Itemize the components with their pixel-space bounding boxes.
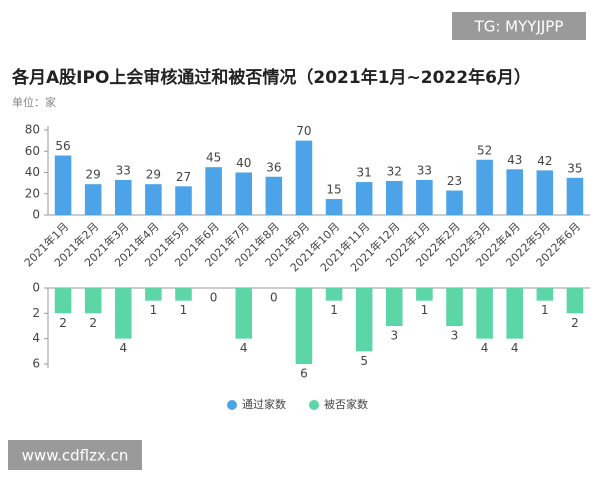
watermark-box [452, 12, 586, 40]
bar [114, 288, 132, 339]
bar [54, 155, 72, 215]
bar [506, 288, 524, 339]
value-label: 35 [567, 161, 582, 175]
bar [355, 288, 373, 352]
value-label: 3 [390, 329, 398, 343]
bar [536, 170, 554, 215]
bar [416, 288, 433, 301]
bar [145, 288, 162, 301]
value-label: 3 [451, 329, 459, 343]
bar [446, 190, 463, 215]
value-label: 1 [330, 303, 338, 317]
y-tick-label: 0 [32, 208, 40, 222]
value-label: 29 [146, 168, 161, 182]
y-tick-label: 80 [25, 123, 40, 137]
bar [325, 199, 343, 215]
bar [295, 140, 313, 215]
y2-tick-label: 4 [32, 331, 40, 345]
y2-tick-label: 6 [32, 357, 40, 371]
bar [145, 184, 162, 215]
value-label: 33 [116, 163, 131, 177]
bar [416, 179, 433, 215]
value-label: 2 [59, 316, 67, 330]
value-label: 1 [421, 303, 429, 317]
value-label: 70 [296, 124, 311, 138]
chart-title: 各月A股IPO上会审核通过和被否情况（2021年1月~2022年6月） [11, 67, 531, 88]
value-label: 42 [537, 154, 552, 168]
bar [506, 169, 524, 215]
value-label: 0 [210, 291, 218, 305]
value-label: 52 [477, 143, 492, 157]
bar [235, 288, 253, 339]
bar [84, 184, 102, 215]
value-label: 4 [481, 341, 489, 355]
value-label: 27 [176, 170, 191, 184]
y-tick-label: 20 [25, 186, 40, 200]
bar [175, 288, 192, 301]
bar [295, 288, 313, 364]
value-label: 29 [86, 168, 101, 182]
bar [175, 186, 192, 215]
bar [476, 159, 493, 215]
y-tick-label: 40 [25, 165, 40, 179]
bar [385, 181, 403, 215]
y2-tick-label: 2 [32, 306, 40, 320]
bar [566, 177, 584, 215]
legend-label: 通过家数 [242, 397, 286, 411]
value-label: 36 [266, 160, 281, 174]
bar [235, 172, 253, 215]
value-label: 2 [571, 316, 579, 330]
value-label: 31 [357, 166, 372, 180]
bar [566, 288, 584, 314]
value-label: 1 [180, 303, 188, 317]
value-label: 15 [326, 183, 341, 197]
value-label: 4 [119, 341, 127, 355]
bar [536, 288, 554, 301]
bar [355, 182, 373, 215]
watermark: www.cdflzx.cn [22, 447, 129, 465]
value-label: 1 [541, 303, 549, 317]
bar [54, 288, 72, 314]
value-label: 1 [150, 303, 158, 317]
value-label: 23 [447, 174, 462, 188]
bar [476, 288, 493, 339]
value-label: 4 [240, 341, 248, 355]
legend-marker [309, 400, 319, 410]
value-label: 4 [511, 341, 519, 355]
bar [265, 176, 283, 215]
bar [446, 288, 463, 326]
value-label: 33 [417, 163, 432, 177]
value-label: 0 [270, 291, 278, 305]
legend-label: 被否家数 [324, 397, 368, 411]
bar [205, 167, 222, 215]
y-tick-label: 60 [25, 144, 40, 158]
value-label: 43 [507, 153, 522, 167]
value-label: 40 [236, 156, 251, 170]
value-label: 32 [387, 165, 402, 179]
watermark: TG: MYYJJPP [474, 18, 564, 36]
watermark-box [8, 440, 142, 470]
legend-marker [227, 400, 237, 410]
bar [385, 288, 403, 326]
bar [84, 288, 102, 314]
value-label: 56 [55, 139, 70, 153]
value-label: 6 [300, 367, 308, 381]
y2-tick-label: 0 [32, 281, 40, 295]
value-label: 5 [360, 354, 368, 368]
value-label: 45 [206, 151, 221, 165]
bar [325, 288, 343, 301]
unit-label: 单位：家 [12, 95, 56, 109]
bar [114, 179, 132, 215]
value-label: 2 [89, 316, 97, 330]
